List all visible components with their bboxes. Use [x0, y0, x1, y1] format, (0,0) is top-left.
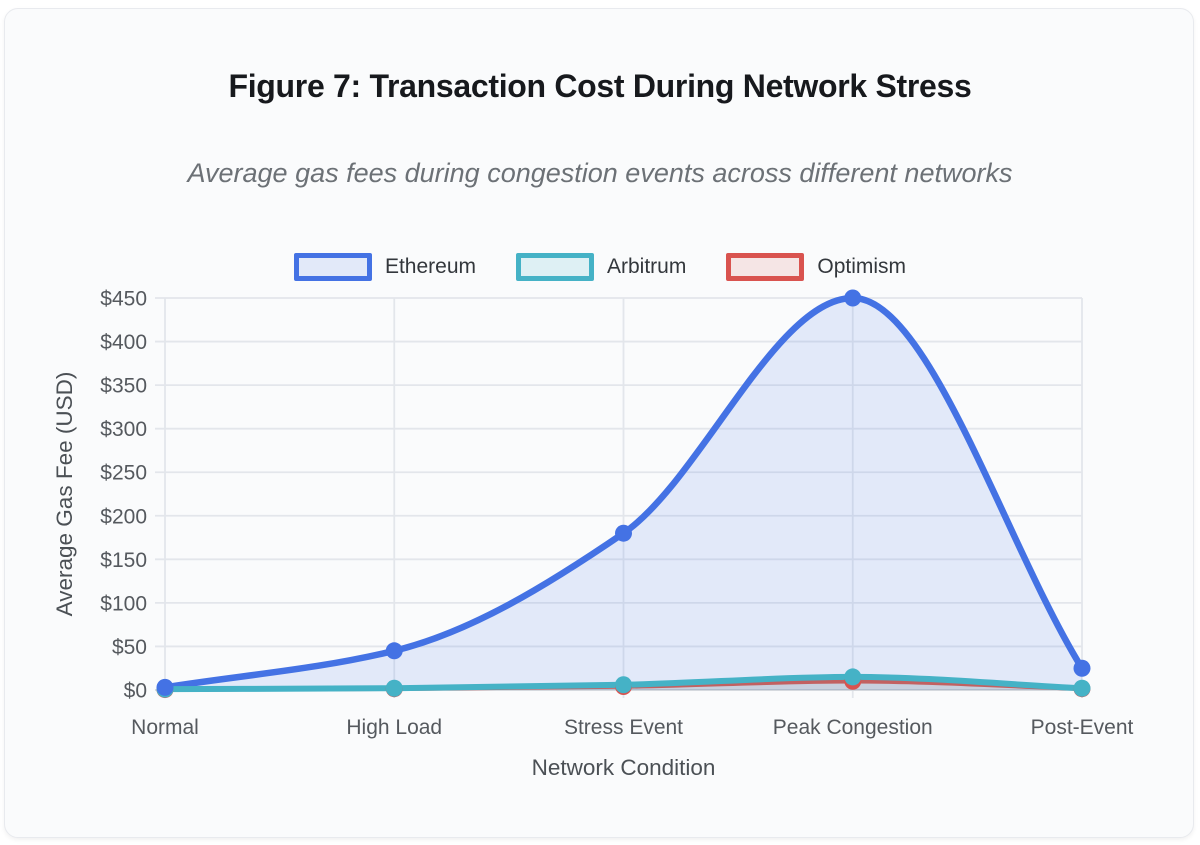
- figure-title: Figure 7: Transaction Cost During Networ…: [228, 68, 972, 104]
- legend-item-ethereum[interactable]: Ethereum: [293, 253, 476, 281]
- data-point-ethereum-0: [156, 678, 174, 696]
- data-point-arbitrum-4: [1073, 679, 1091, 697]
- legend-item-optimism[interactable]: Optimism: [726, 253, 906, 281]
- figure-card: [4, 8, 1194, 838]
- data-point-arbitrum-1: [385, 679, 403, 697]
- y-tick-label: $350: [100, 375, 147, 398]
- x-tick-labels: Normal High Load Stress Event Peak Congesti…: [131, 716, 1133, 739]
- series-ethereum-area: [165, 298, 1082, 690]
- legend-swatch-ethereum: [293, 253, 372, 281]
- y-tick-labels: $0 $50 $100 $150 $200 $250 $300 $350 $400 $450: [100, 288, 147, 703]
- data-point-arbitrum-2: [615, 676, 632, 694]
- legend-item-arbitrum[interactable]: Arbitrum: [516, 253, 686, 281]
- x-tick-label: Normal: [131, 716, 199, 739]
- chart-legend: Ethereum Arbitrum Optimism: [0, 253, 1200, 281]
- data-point-ethereum-4: [1073, 659, 1091, 677]
- legend-label: Optimism: [817, 255, 907, 278]
- data-point-ethereum-3: [844, 289, 862, 307]
- y-axis-title: Average Gas Fee (USD): [52, 372, 77, 617]
- data-point-ethereum-1: [385, 642, 403, 660]
- legend-label: Arbitrum: [607, 255, 687, 278]
- legend-label: Ethereum: [384, 255, 476, 278]
- y-tick-label: $100: [100, 592, 147, 615]
- series-ethereum-line: [161, 294, 1086, 691]
- y-tick-label: $450: [100, 288, 147, 311]
- data-point-arbitrum-3: [844, 668, 862, 686]
- y-tick-label: $0: [124, 680, 147, 703]
- figure-subtitle: Average gas fees during congestion event…: [187, 158, 1013, 188]
- x-tick-label: Stress Event: [564, 716, 683, 739]
- y-tick-label: $200: [100, 505, 147, 528]
- x-tick-label: High Load: [346, 716, 442, 739]
- x-tick-label: Post-Event: [1031, 716, 1134, 739]
- series-ethereum-points: [156, 289, 1091, 696]
- legend-swatch-optimism: [726, 253, 805, 281]
- x-axis-title: Network Condition: [532, 755, 716, 780]
- y-tick-label: $250: [100, 462, 147, 485]
- legend-swatch-arbitrum: [516, 253, 594, 281]
- x-tick-label: Peak Congestion: [773, 716, 933, 739]
- y-tick-label: $150: [100, 549, 147, 572]
- y-tick-label: $300: [100, 418, 147, 441]
- y-tick-label: $50: [112, 636, 147, 659]
- data-point-ethereum-2: [615, 524, 632, 542]
- y-tick-label: $400: [100, 331, 147, 354]
